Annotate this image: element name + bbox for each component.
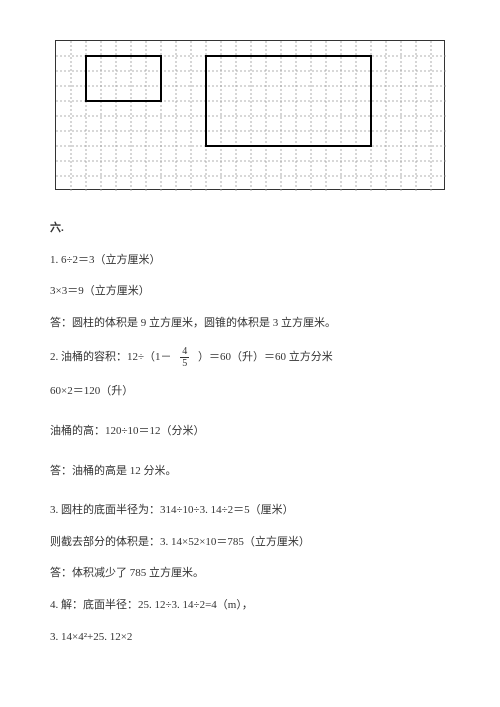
line-4b: ）＝60（升）＝60 立方分米 [198,351,333,363]
line-11: 4. 解：底面半径：25. 12÷3. 14÷2=4（m）， [50,597,450,615]
section-title: 六. [50,220,450,238]
line-5: 60×2＝120（升） [50,383,450,401]
line-9: 则截去部分的体积是：3. 14×52×10＝785（立方厘米） [50,534,450,552]
line-12: 3. 14×4²+25. 12×2 [50,629,450,647]
content-block: 六. 1. 6÷2＝3（立方厘米） 3×3＝9（立方厘米） 答：圆柱的体积是 9… [50,220,450,646]
line-2: 3×3＝9（立方厘米） [50,283,450,301]
grid-figure [55,40,445,190]
fraction-denominator: 5 [180,358,189,369]
grid-svg [56,41,446,191]
line-4a: 2. 油桶的容积：12÷（1－ [50,351,172,363]
line-10: 答：体积减少了 785 立方厘米。 [50,565,450,583]
line-7: 答：油桶的高是 12 分米。 [50,463,450,481]
fraction-4-5: 4 5 [180,346,189,369]
line-3: 答：圆柱的体积是 9 立方厘米，圆锥的体积是 3 立方厘米。 [50,315,450,333]
fraction-numerator: 4 [180,346,189,358]
line-4: 2. 油桶的容积：12÷（1－ 4 5 ）＝60（升）＝60 立方分米 [50,346,450,369]
line-8: 3. 圆柱的底面半径为：314÷10÷3. 14÷2＝5（厘米） [50,502,450,520]
line-1: 1. 6÷2＝3（立方厘米） [50,252,450,270]
line-6: 油桶的高：120÷10＝12（分米） [50,423,450,441]
